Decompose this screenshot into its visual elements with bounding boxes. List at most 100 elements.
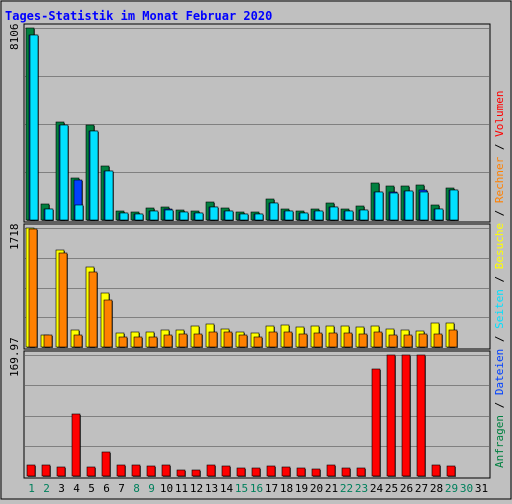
bar-seiten-day-8 bbox=[134, 213, 144, 221]
bar-seiten-day-21 bbox=[329, 206, 339, 221]
bar-volumen-day-29 bbox=[446, 465, 456, 477]
bar-volumen-day-17 bbox=[266, 465, 276, 477]
bar-seiten-day-18 bbox=[284, 210, 294, 221]
bar-rechner-day-2 bbox=[43, 334, 53, 348]
bar-volumen-day-24 bbox=[371, 368, 381, 477]
bar-rechner-day-3 bbox=[58, 252, 68, 348]
x-label-day-23: 23 bbox=[355, 482, 368, 495]
bar-seiten-day-3 bbox=[59, 124, 69, 221]
legend-item: Anfragen bbox=[493, 415, 506, 468]
x-label-day-2: 2 bbox=[43, 482, 50, 495]
bar-seiten-day-1 bbox=[29, 34, 39, 221]
x-label-day-28: 28 bbox=[430, 482, 443, 495]
bar-seiten-day-4 bbox=[74, 204, 84, 221]
legend-item: / bbox=[493, 402, 506, 415]
bar-volumen-day-7 bbox=[116, 464, 126, 477]
bar-volumen-day-2 bbox=[41, 464, 51, 477]
x-label-day-8: 8 bbox=[133, 482, 140, 495]
bar-rechner-day-19 bbox=[298, 333, 308, 348]
bar-volumen-day-28 bbox=[431, 464, 441, 477]
bar-rechner-day-23 bbox=[358, 333, 368, 348]
bar-seiten-day-12 bbox=[194, 212, 204, 221]
bar-volumen-day-4 bbox=[71, 413, 81, 477]
bar-rechner-day-10 bbox=[163, 334, 173, 348]
bar-volumen-day-3 bbox=[56, 466, 66, 477]
x-label-day-14: 14 bbox=[220, 482, 234, 495]
bar-volumen-day-21 bbox=[326, 464, 336, 477]
x-label-day-10: 10 bbox=[160, 482, 173, 495]
x-label-day-4: 4 bbox=[73, 482, 80, 495]
bar-seiten-day-13 bbox=[209, 206, 219, 221]
legend-item: / bbox=[493, 276, 506, 289]
bar-volumen-day-1 bbox=[26, 464, 36, 477]
x-label-day-6: 6 bbox=[103, 482, 110, 495]
legend-item: Besuche bbox=[493, 223, 506, 276]
bar-seiten-day-22 bbox=[344, 210, 354, 221]
bar-volumen-day-18 bbox=[281, 466, 291, 477]
legend-item: Rechner bbox=[493, 156, 506, 209]
bar-rechner-day-29 bbox=[448, 329, 458, 348]
bar-volumen-day-26 bbox=[401, 354, 411, 477]
bar-seiten-day-20 bbox=[314, 210, 324, 221]
bar-seiten-day-6 bbox=[104, 170, 114, 221]
bar-rechner-day-21 bbox=[328, 332, 338, 348]
bar-seiten-day-5 bbox=[89, 130, 99, 221]
bar-rechner-day-12 bbox=[193, 333, 203, 348]
x-label-day-30: 30 bbox=[460, 482, 473, 495]
legend-item: Dateien bbox=[493, 349, 506, 402]
x-label-day-11: 11 bbox=[175, 482, 188, 495]
bar-seiten-day-28 bbox=[434, 208, 444, 221]
bar-volumen-day-5 bbox=[86, 466, 96, 477]
legend-item: Seiten bbox=[493, 289, 506, 335]
x-label-day-27: 27 bbox=[415, 482, 428, 495]
bar-volumen-day-22 bbox=[341, 467, 351, 477]
x-label-day-13: 13 bbox=[205, 482, 218, 495]
x-axis-labels: 1 2 3 4 5 6 7 8 9 10 11 12 13 14 15 16 17 18 19 20 21 22 23 24 2… bbox=[28, 482, 488, 495]
x-label-day-15: 15 bbox=[235, 482, 248, 495]
x-label-day-7: 7 bbox=[118, 482, 125, 495]
bar-seiten-day-2 bbox=[44, 208, 54, 221]
bar-rechner-day-5 bbox=[88, 271, 98, 348]
bar-rechner-day-18 bbox=[283, 331, 293, 348]
bar-seiten-day-16 bbox=[254, 213, 264, 221]
bar-seiten-day-27 bbox=[419, 191, 429, 221]
bar-volumen-day-13 bbox=[206, 464, 216, 477]
bar-seiten-day-11 bbox=[179, 211, 189, 221]
bar-volumen-day-9 bbox=[146, 465, 156, 477]
chart-panels: 8106 1718 169.97 bbox=[8, 23, 491, 479]
y-max-label: 8106 bbox=[8, 24, 21, 51]
bar-volumen-day-11 bbox=[176, 469, 186, 477]
x-label-day-19: 19 bbox=[295, 482, 308, 495]
x-label-day-29: 29 bbox=[445, 482, 458, 495]
bar-volumen-day-8 bbox=[131, 464, 141, 477]
bar-volumen-day-12 bbox=[191, 469, 201, 477]
panel-kbytes: 169.97 bbox=[8, 337, 491, 479]
x-label-day-21: 21 bbox=[325, 482, 338, 495]
x-label-day-1: 1 bbox=[28, 482, 35, 495]
bar-seiten-day-14 bbox=[224, 210, 234, 221]
x-label-day-17: 17 bbox=[265, 482, 278, 495]
bar-rechner-day-4 bbox=[73, 334, 83, 348]
panel-frame bbox=[23, 350, 491, 479]
bar-seiten-day-23 bbox=[359, 209, 369, 221]
x-label-day-24: 24 bbox=[370, 482, 384, 495]
bar-volumen-day-27 bbox=[416, 354, 426, 477]
x-label-day-3: 3 bbox=[58, 482, 65, 495]
bar-volumen-day-16 bbox=[251, 467, 261, 477]
bar-volumen-day-10 bbox=[161, 464, 171, 477]
bar-seiten-day-26 bbox=[404, 190, 414, 221]
bar-rechner-day-17 bbox=[268, 331, 278, 348]
chart-title: Tages-Statistik im Monat Februar 2020 bbox=[5, 9, 272, 23]
bar-rechner-day-16 bbox=[253, 336, 263, 348]
bar-volumen-day-23 bbox=[356, 467, 366, 477]
bar-volumen-day-6 bbox=[101, 451, 111, 477]
bar-seiten-day-15 bbox=[239, 213, 249, 221]
legend-item: / bbox=[493, 336, 506, 349]
x-label-day-25: 25 bbox=[385, 482, 398, 495]
bar-rechner-day-15 bbox=[238, 334, 248, 348]
bar-seiten-day-29 bbox=[449, 189, 459, 221]
bar-rechner-day-28 bbox=[433, 333, 443, 348]
